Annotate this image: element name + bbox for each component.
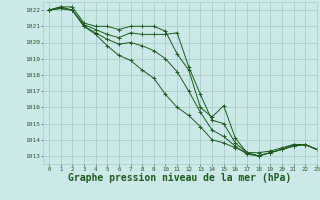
X-axis label: Graphe pression niveau de la mer (hPa): Graphe pression niveau de la mer (hPa) — [68, 173, 292, 183]
